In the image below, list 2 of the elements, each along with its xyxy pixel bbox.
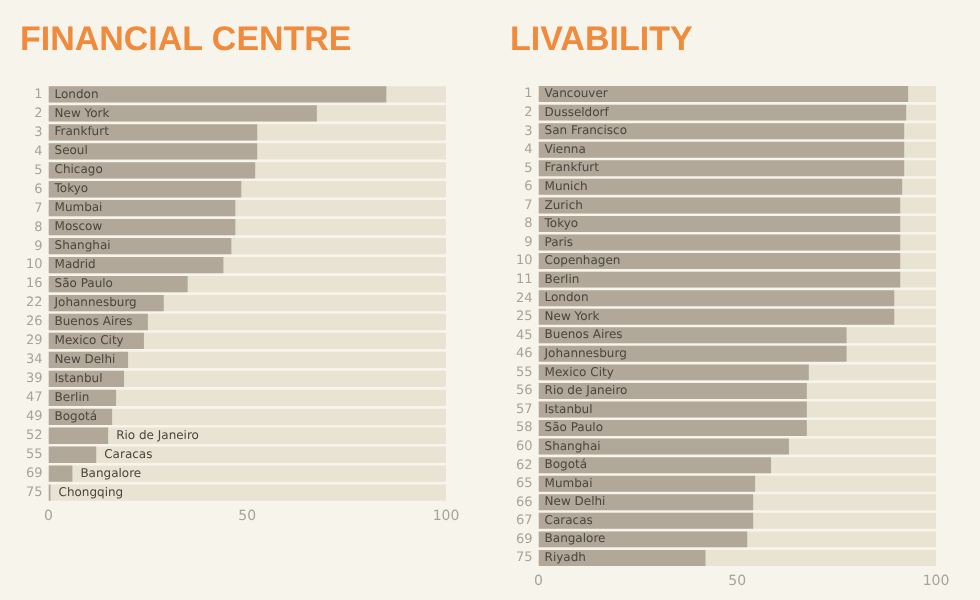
chart-title: LIVABILITY [510, 19, 694, 58]
chart-title: FINANCIAL CENTRE [20, 19, 352, 58]
